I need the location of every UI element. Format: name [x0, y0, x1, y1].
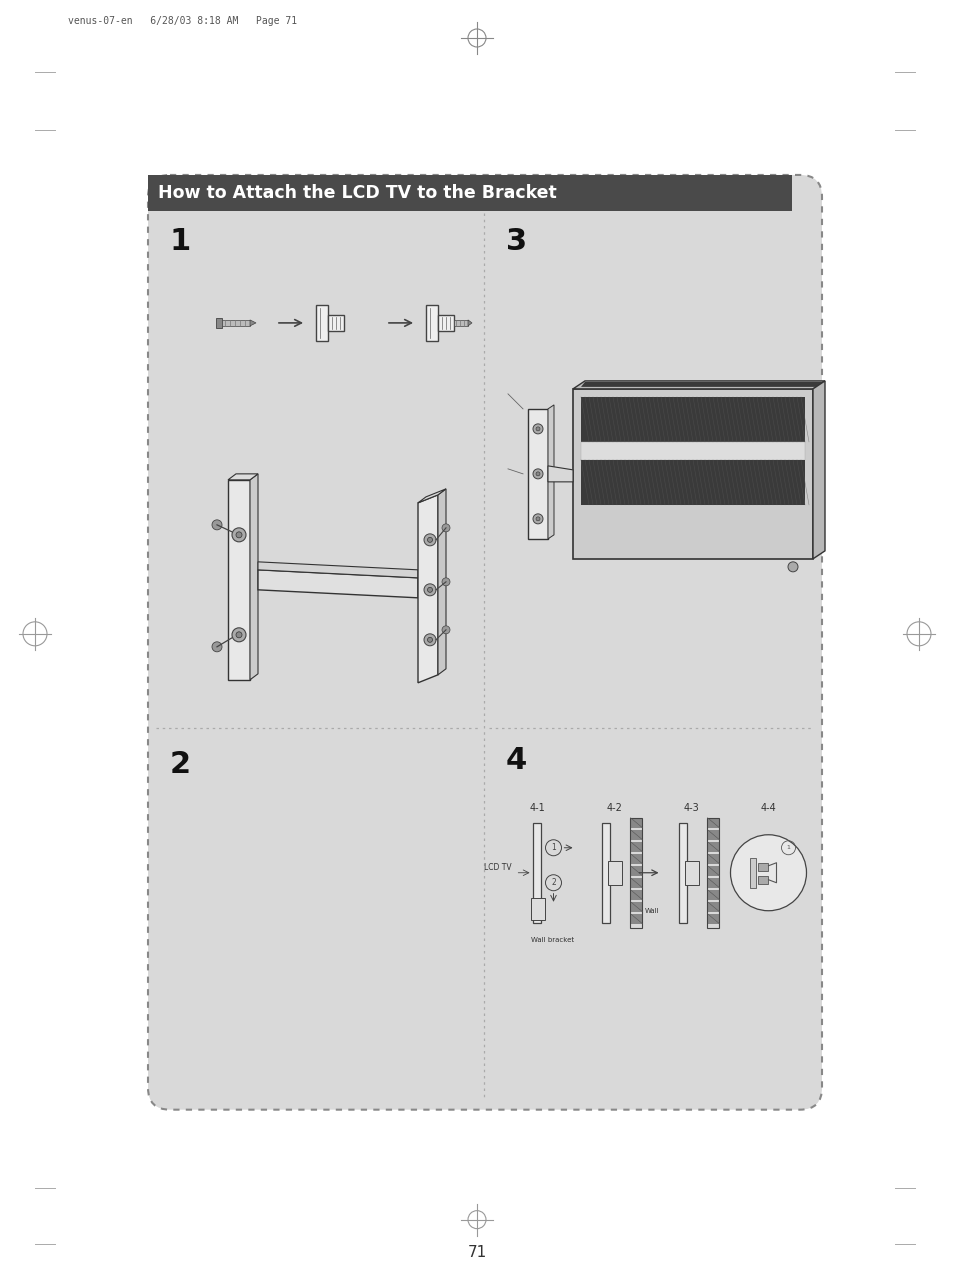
Circle shape — [536, 427, 539, 431]
Bar — [328, 315, 344, 331]
Text: Wall bracket: Wall bracket — [531, 937, 574, 943]
Circle shape — [441, 523, 450, 532]
Text: 4-3: 4-3 — [683, 803, 699, 813]
Bar — [630, 829, 641, 839]
Polygon shape — [417, 489, 446, 503]
Text: 71: 71 — [467, 1245, 486, 1260]
Circle shape — [235, 532, 242, 538]
Bar — [707, 853, 719, 863]
Polygon shape — [547, 466, 573, 482]
Text: Wall: Wall — [644, 908, 659, 914]
Text: 4-2: 4-2 — [606, 803, 621, 813]
Bar — [531, 897, 545, 920]
Bar — [630, 842, 641, 852]
Bar — [533, 823, 541, 923]
Polygon shape — [580, 382, 822, 387]
Text: 4: 4 — [505, 746, 527, 775]
Bar — [580, 397, 804, 442]
Polygon shape — [228, 474, 257, 480]
Circle shape — [212, 642, 222, 652]
Bar — [707, 914, 719, 924]
Bar — [707, 866, 719, 876]
Circle shape — [423, 633, 436, 646]
Circle shape — [441, 578, 450, 585]
Bar — [707, 829, 719, 839]
Circle shape — [533, 423, 542, 434]
Circle shape — [536, 517, 539, 521]
Circle shape — [235, 632, 242, 638]
Circle shape — [536, 471, 539, 475]
Circle shape — [212, 520, 222, 530]
Bar — [215, 319, 222, 327]
Bar — [707, 818, 719, 828]
Bar — [437, 315, 454, 331]
Text: LCD TV: LCD TV — [483, 863, 511, 872]
Bar — [750, 858, 756, 887]
Text: venus-07-en   6/28/03 8:18 AM   Page 71: venus-07-en 6/28/03 8:18 AM Page 71 — [68, 16, 296, 27]
Circle shape — [427, 588, 432, 593]
Polygon shape — [250, 320, 255, 326]
Bar — [630, 818, 641, 828]
Polygon shape — [547, 404, 554, 538]
Bar — [630, 914, 641, 924]
Bar — [580, 460, 804, 504]
Bar — [630, 818, 641, 928]
Text: 4-4: 4-4 — [760, 803, 776, 813]
Bar — [580, 442, 804, 460]
Bar — [630, 853, 641, 863]
Bar — [228, 480, 250, 680]
Bar — [707, 877, 719, 887]
Circle shape — [427, 537, 432, 542]
Bar — [315, 305, 328, 341]
Bar — [679, 823, 687, 923]
Circle shape — [423, 533, 436, 546]
Text: 1: 1 — [551, 843, 556, 852]
Bar — [454, 320, 468, 326]
Bar — [630, 890, 641, 900]
Text: 4-1: 4-1 — [529, 803, 545, 813]
Bar — [602, 823, 610, 923]
Bar — [685, 861, 699, 885]
Polygon shape — [573, 380, 824, 389]
Circle shape — [441, 626, 450, 633]
Bar — [527, 408, 547, 538]
Polygon shape — [257, 561, 417, 578]
Circle shape — [730, 834, 805, 911]
Bar — [630, 901, 641, 911]
Text: 1: 1 — [785, 846, 790, 851]
Text: 2: 2 — [551, 878, 556, 887]
Bar — [573, 389, 812, 559]
Bar — [707, 890, 719, 900]
Circle shape — [232, 628, 246, 642]
Circle shape — [533, 469, 542, 479]
Bar — [148, 174, 791, 211]
Bar — [758, 863, 768, 871]
Polygon shape — [812, 380, 824, 559]
Bar — [222, 320, 250, 326]
Polygon shape — [250, 474, 257, 680]
Bar — [707, 818, 719, 928]
Circle shape — [787, 561, 797, 571]
Bar — [707, 901, 719, 911]
Polygon shape — [468, 320, 472, 326]
Bar — [707, 842, 719, 852]
Bar — [630, 866, 641, 876]
FancyBboxPatch shape — [148, 174, 821, 1110]
Text: 2: 2 — [170, 750, 191, 779]
Text: How to Attach the LCD TV to the Bracket: How to Attach the LCD TV to the Bracket — [158, 185, 557, 202]
Bar — [608, 861, 622, 885]
Polygon shape — [437, 489, 446, 675]
Polygon shape — [257, 570, 417, 598]
Polygon shape — [417, 494, 437, 683]
Bar — [630, 877, 641, 887]
Text: 1: 1 — [170, 228, 191, 255]
Circle shape — [423, 584, 436, 595]
Bar — [758, 876, 768, 884]
Circle shape — [533, 514, 542, 523]
Circle shape — [427, 637, 432, 642]
Text: 3: 3 — [505, 228, 527, 255]
Circle shape — [232, 528, 246, 542]
Bar — [426, 305, 437, 341]
